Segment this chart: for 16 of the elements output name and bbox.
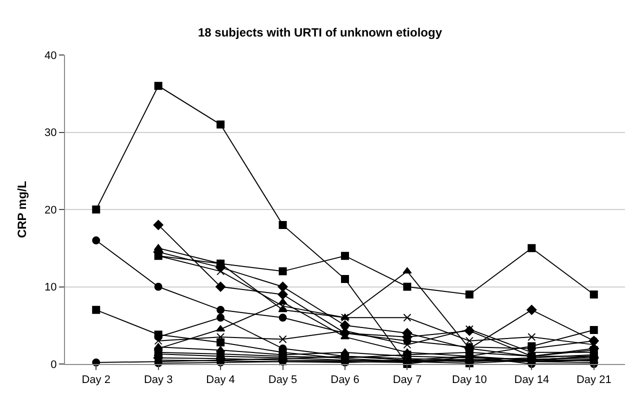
chart-title: 18 subjects with URTI of unknown etiology xyxy=(198,26,442,40)
y-tick-label: 20 xyxy=(44,204,57,216)
y-tick-label: 30 xyxy=(44,127,57,140)
x-tick-label: Day 2 xyxy=(82,374,110,386)
x-tick-label: Day 6 xyxy=(330,374,360,386)
y-axis-title: CRP mg/L xyxy=(14,180,29,238)
x-tick-label: Day 5 xyxy=(268,374,298,386)
x-tick-label: Day 21 xyxy=(576,374,612,386)
x-tick-label: Day 4 xyxy=(206,374,235,386)
y-tick-label: 0 xyxy=(50,358,57,371)
y-tick-label: 10 xyxy=(44,282,57,294)
x-tick-label: Day 14 xyxy=(514,374,550,386)
x-tick-label: Day 7 xyxy=(392,374,422,386)
x-tick-label: Day 10 xyxy=(452,374,487,386)
x-tick-label: Day 3 xyxy=(144,374,173,386)
y-tick-label: 40 xyxy=(44,50,57,62)
